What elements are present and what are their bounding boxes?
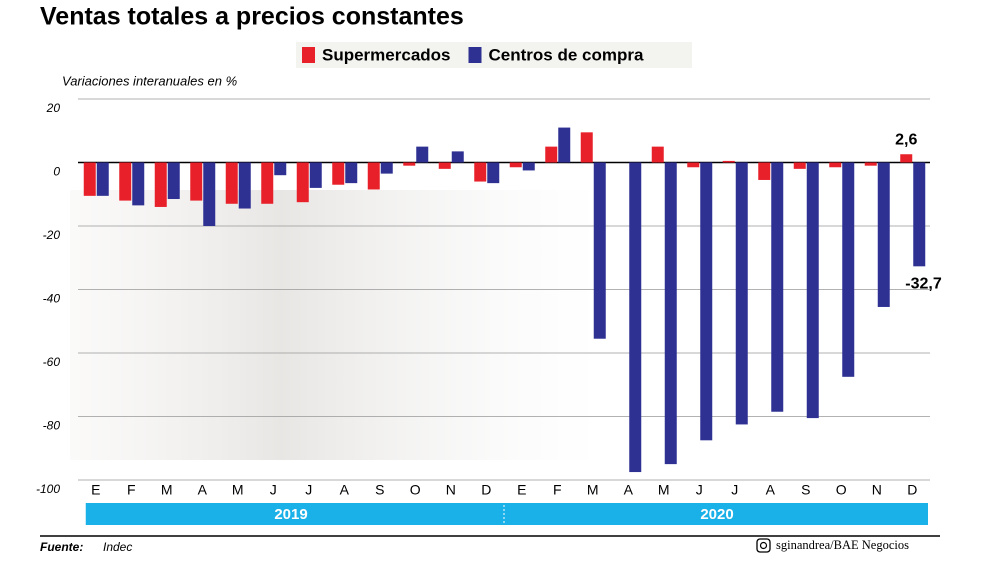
- instagram-icon: [757, 539, 770, 552]
- x-tick-label: S: [375, 482, 384, 498]
- bar: [84, 163, 96, 196]
- bar: [97, 163, 109, 196]
- x-tick-label: A: [624, 482, 634, 498]
- y-tick-label: -100: [36, 482, 60, 496]
- y-tick-label: -40: [43, 292, 61, 306]
- source-label: Fuente:: [40, 540, 83, 554]
- x-tick-label: O: [410, 482, 421, 498]
- x-tick-label: D: [481, 482, 491, 498]
- bar: [829, 163, 841, 168]
- x-tick-label: J: [305, 482, 312, 498]
- bar: [807, 163, 819, 419]
- bar: [190, 163, 202, 201]
- bar: [723, 161, 735, 163]
- value-label: -32,7: [905, 276, 942, 293]
- bar: [700, 163, 712, 441]
- bar: [155, 163, 167, 207]
- x-tick-label: M: [658, 482, 670, 498]
- bar: [345, 163, 357, 184]
- bar: [900, 154, 912, 162]
- x-tick-label: M: [232, 482, 244, 498]
- bar: [581, 132, 593, 162]
- x-tick-label: E: [517, 482, 526, 498]
- x-tick-label: E: [91, 482, 100, 498]
- chart-title: Ventas totales a precios constantes: [40, 3, 464, 31]
- bar: [439, 163, 451, 169]
- bar: [842, 163, 854, 377]
- bar: [665, 163, 677, 465]
- y-tick-label: 0: [53, 165, 60, 179]
- y-tick-label: -80: [43, 419, 61, 433]
- bar: [168, 163, 180, 200]
- bar: [865, 163, 877, 166]
- bar: [474, 163, 486, 182]
- value-label: 2,6: [895, 131, 917, 148]
- source: Indec: [103, 540, 132, 554]
- bar: [119, 163, 131, 201]
- x-tick-label: N: [872, 482, 882, 498]
- x-tick-label: N: [446, 482, 456, 498]
- bar: [261, 163, 273, 204]
- bar: [652, 147, 664, 163]
- background-photo: [70, 190, 600, 460]
- bar: [687, 163, 699, 168]
- bar: [452, 151, 464, 162]
- legend-swatch: [469, 47, 482, 63]
- legend-label: Supermercados: [322, 45, 451, 64]
- x-tick-label: M: [161, 482, 173, 498]
- bar: [558, 128, 570, 163]
- x-tick-label: J: [731, 482, 738, 498]
- bar: [310, 163, 322, 188]
- legend-swatch: [302, 47, 315, 63]
- year-label: 2020: [700, 506, 733, 523]
- bar: [510, 163, 522, 168]
- x-tick-label: A: [198, 482, 208, 498]
- x-tick-label: S: [801, 482, 810, 498]
- bar: [487, 163, 499, 184]
- bar: [416, 147, 428, 163]
- x-tick-label: F: [553, 482, 562, 498]
- x-tick-label: A: [340, 482, 350, 498]
- bar: [594, 163, 606, 339]
- bar: [332, 163, 344, 185]
- year-band: [86, 503, 928, 525]
- year-label: 2019: [274, 506, 307, 523]
- bar: [758, 163, 770, 180]
- x-tick-label: M: [587, 482, 599, 498]
- instagram-icon-lens: [761, 543, 767, 549]
- legend-label: Centros de compra: [489, 45, 644, 64]
- x-tick-label: J: [270, 482, 277, 498]
- bar: [368, 163, 380, 190]
- bar: [523, 163, 535, 171]
- bar: [274, 163, 286, 176]
- bar: [878, 163, 890, 307]
- bar: [629, 163, 641, 473]
- bar: [132, 163, 144, 206]
- bar: [203, 163, 215, 227]
- bar: [239, 163, 251, 209]
- bar: [403, 163, 415, 166]
- bar: [736, 163, 748, 425]
- x-tick-label: D: [907, 482, 917, 498]
- bar: [771, 163, 783, 412]
- bar: [226, 163, 238, 204]
- bar: [381, 163, 393, 174]
- bar: [545, 147, 557, 163]
- credit: sginandrea/BAE Negocios: [776, 538, 909, 552]
- bar: [794, 163, 806, 169]
- bar: [913, 163, 925, 267]
- x-tick-label: O: [836, 482, 847, 498]
- x-tick-label: J: [696, 482, 703, 498]
- y-axis-label: Variaciones interanuales en %: [62, 73, 237, 88]
- y-tick-label: 20: [46, 101, 61, 115]
- x-tick-label: A: [766, 482, 776, 498]
- bar: [297, 163, 309, 203]
- y-tick-label: -20: [43, 228, 61, 242]
- x-tick-label: F: [127, 482, 136, 498]
- y-tick-label: -60: [43, 355, 61, 369]
